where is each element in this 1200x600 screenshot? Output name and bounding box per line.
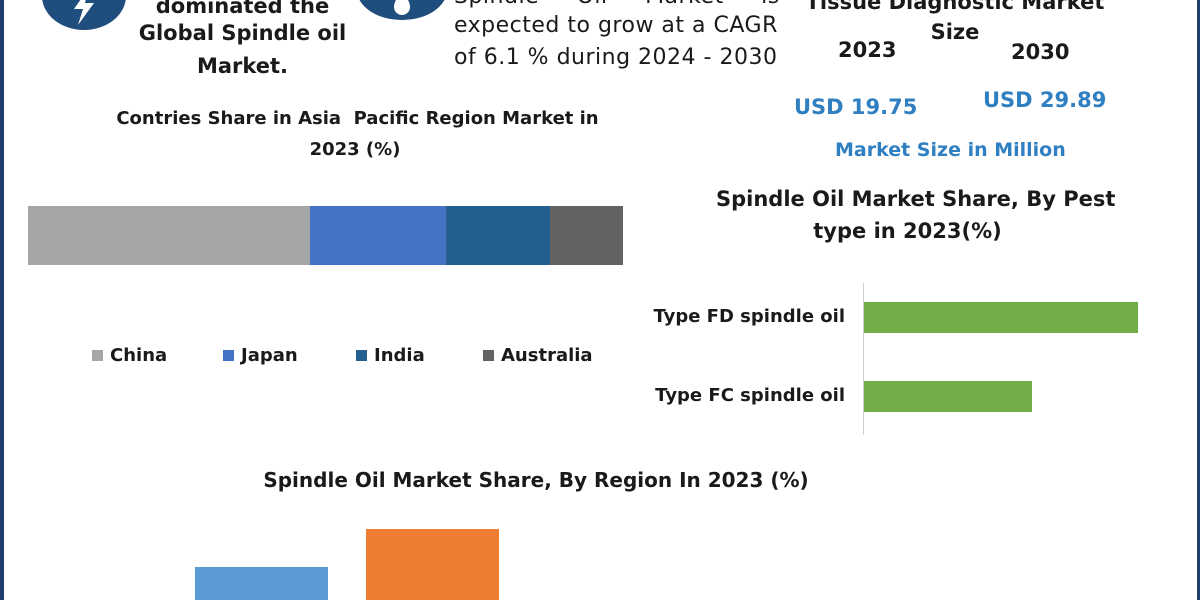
pest-category-label: Type FD spindle oil <box>653 306 845 327</box>
value-2023: USD 19.75 <box>794 95 918 119</box>
legend-item-india: India <box>356 345 425 366</box>
legend-swatch <box>223 350 234 361</box>
stack-segment-australia <box>550 206 623 265</box>
market-size-title-line-1: Tissue Diagnostic Market <box>805 0 1105 14</box>
region-chart-title: Spindle Oil Market Share, By Region In 2… <box>263 468 809 492</box>
stack-segment-japan <box>310 206 447 265</box>
dominance-line-2: Global Spindle oil <box>138 21 347 45</box>
asia-chart-title-line-2: 2023 (%) <box>309 139 401 160</box>
legend-label: Japan <box>241 345 298 366</box>
value-2030: USD 29.89 <box>983 88 1107 112</box>
pest-bar-2 <box>864 381 1032 412</box>
dominance-line-3: Market. <box>196 54 289 78</box>
growth-line-1: Spindle Oil Market is <box>454 0 780 9</box>
oil-drop-icon <box>357 0 447 20</box>
year-2023: 2023 <box>838 38 897 62</box>
region-bar-2 <box>366 529 499 600</box>
right-border <box>1197 0 1200 600</box>
asia-chart-title-line-1: Contries Share in Asia Pacific Region Ma… <box>116 108 599 129</box>
pest-category-label: Type FC spindle oil <box>655 385 845 406</box>
legend-swatch <box>483 350 494 361</box>
pest-chart-axis <box>863 283 864 435</box>
stack-segment-china <box>28 206 311 265</box>
year-2030: 2030 <box>1011 40 1070 64</box>
legend-swatch <box>356 350 367 361</box>
region-bar-1 <box>195 566 328 600</box>
legend-item-china: China <box>92 345 167 366</box>
growth-line-3: of 6.1 % during 2024 - 2030 <box>454 45 778 70</box>
legend-swatch <box>92 350 103 361</box>
stack-segment-india <box>446 206 551 265</box>
legend-label: India <box>374 345 425 366</box>
legend-label: Australia <box>501 345 593 366</box>
legend-label: China <box>110 345 168 366</box>
left-border <box>0 0 4 600</box>
asia-stacked-bar <box>28 206 623 265</box>
pest-chart-title-line-1: Spindle Oil Market Share, By Pest <box>716 187 1116 211</box>
pest-chart-title-line-2: type in 2023(%) <box>813 219 1002 243</box>
market-size-title-line-2: Size <box>930 20 980 44</box>
legend-item-japan: Japan <box>223 345 298 366</box>
lightning-bolt-icon <box>42 0 126 30</box>
legend-item-australia: Australia <box>483 345 593 366</box>
market-size-caption: Market Size in Million <box>835 139 1066 161</box>
dominance-line-1: dominated the <box>155 0 330 18</box>
pest-bar-1 <box>864 302 1138 333</box>
growth-line-2: expected to grow at a CAGR <box>454 13 778 38</box>
